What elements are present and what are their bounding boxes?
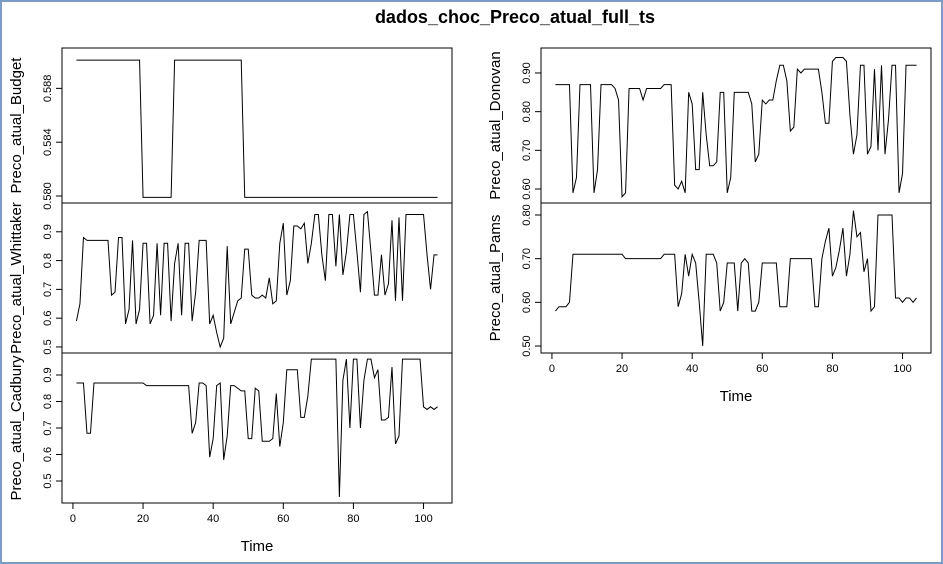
y-tick-label: 0.50: [521, 335, 533, 356]
chart-title: dados_choc_Preco_atual_full_ts: [375, 7, 655, 27]
y-tick-label: 0.5: [42, 339, 54, 354]
y-axis-label: Preco_atual_Donovan: [487, 51, 504, 199]
y-tick-label: 0.6: [42, 447, 54, 462]
y-tick-label: 0.6: [42, 311, 54, 326]
x-tick-label: 40: [207, 513, 219, 525]
y-tick-label: 0.60: [521, 178, 533, 199]
y-tick-label: 0.9: [42, 367, 54, 382]
y-tick-label: 0.80: [521, 204, 533, 225]
y-axis-label: Preco_atual_Pams: [487, 215, 504, 342]
y-axis-label: Preco_atual_Cadbury: [8, 355, 25, 501]
y-tick-label: 0.5: [42, 473, 54, 488]
y-tick-label: 0.580: [42, 182, 54, 210]
x-tick-label: 20: [616, 363, 628, 375]
x-axis-label: Time: [720, 388, 753, 405]
x-tick-label: 0: [549, 363, 555, 375]
x-tick-label: 60: [756, 363, 768, 375]
y-tick-label: 0.7: [42, 420, 54, 435]
y-tick-label: 0.588: [42, 75, 54, 103]
x-tick-label: 0: [70, 513, 76, 525]
series-line: [76, 358, 438, 497]
y-tick-label: 0.8: [42, 394, 54, 409]
series-line: [555, 57, 917, 198]
y-tick-label: 0.584: [42, 128, 54, 156]
x-tick-label: 100: [893, 363, 911, 375]
y-tick-label: 0.70: [521, 140, 533, 161]
x-tick-label: 20: [137, 513, 149, 525]
y-axis-label: Preco_atual_Budget: [8, 57, 25, 194]
y-tick-label: 0.60: [521, 292, 533, 313]
y-tick-label: 0.9: [42, 224, 54, 239]
y-axis-label: Preco_atual_Whittaker: [8, 202, 25, 354]
series-line: [75, 210, 438, 349]
x-tick-label: 40: [686, 363, 698, 375]
y-tick-label: 0.7: [42, 282, 54, 297]
y-tick-label: 0.8: [42, 253, 54, 268]
x-axis-label: Time: [241, 538, 274, 555]
y-tick-label: 0.70: [521, 248, 533, 269]
y-tick-label: 0.80: [521, 101, 533, 122]
x-tick-label: 100: [414, 513, 432, 525]
series-line: [76, 59, 438, 198]
x-tick-label: 60: [277, 513, 289, 525]
series-line: [555, 210, 917, 347]
x-tick-label: 80: [347, 513, 359, 525]
y-tick-label: 0.90: [521, 62, 533, 83]
x-tick-label: 80: [826, 363, 838, 375]
